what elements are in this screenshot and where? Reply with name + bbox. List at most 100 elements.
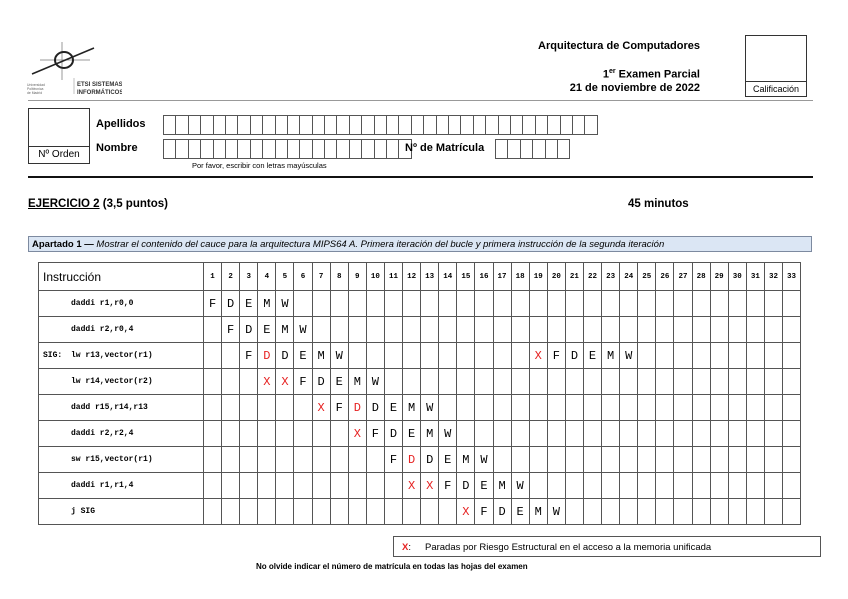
stage-cell[interactable]: D <box>564 342 584 369</box>
letter-box[interactable] <box>486 116 499 134</box>
stage-cell[interactable]: D <box>347 394 367 421</box>
stage-cell[interactable]: M <box>528 498 548 525</box>
letter-box[interactable] <box>523 116 536 134</box>
empty-cell[interactable] <box>637 446 657 473</box>
empty-cell[interactable] <box>745 394 765 421</box>
letter-box[interactable] <box>449 116 462 134</box>
letter-box[interactable] <box>300 116 313 134</box>
empty-cell[interactable] <box>601 472 621 499</box>
stage-cell[interactable]: W <box>275 290 295 317</box>
letter-box[interactable] <box>424 116 437 134</box>
empty-cell[interactable] <box>474 290 494 317</box>
letter-box[interactable] <box>276 116 288 134</box>
empty-cell[interactable] <box>293 420 313 447</box>
empty-cell[interactable] <box>637 394 657 421</box>
stage-cell[interactable]: F <box>383 446 404 473</box>
empty-cell[interactable] <box>781 420 802 447</box>
empty-cell[interactable] <box>329 472 349 499</box>
empty-cell[interactable] <box>564 498 584 525</box>
stage-cell[interactable]: X <box>456 498 476 525</box>
stage-cell[interactable]: W <box>510 472 530 499</box>
empty-cell[interactable] <box>763 394 784 421</box>
empty-cell[interactable] <box>637 290 657 317</box>
empty-cell[interactable] <box>311 316 331 343</box>
empty-cell[interactable] <box>420 316 440 343</box>
empty-cell[interactable] <box>781 290 802 317</box>
empty-cell[interactable] <box>727 472 747 499</box>
stage-cell[interactable]: E <box>510 498 530 525</box>
empty-cell[interactable] <box>383 368 404 395</box>
letter-box[interactable] <box>325 116 338 134</box>
empty-cell[interactable] <box>619 472 639 499</box>
empty-cell[interactable] <box>655 420 675 447</box>
empty-cell[interactable] <box>781 394 802 421</box>
empty-cell[interactable] <box>275 420 295 447</box>
empty-cell[interactable] <box>546 472 566 499</box>
empty-cell[interactable] <box>420 290 440 317</box>
empty-cell[interactable] <box>582 368 603 395</box>
empty-cell[interactable] <box>691 290 711 317</box>
letter-box[interactable] <box>263 140 276 158</box>
stage-cell[interactable]: X <box>311 394 331 421</box>
stage-cell[interactable]: D <box>311 368 331 395</box>
empty-cell[interactable] <box>528 472 548 499</box>
empty-cell[interactable] <box>673 316 693 343</box>
stage-cell[interactable]: F <box>474 498 494 525</box>
stage-cell[interactable]: M <box>402 394 422 421</box>
empty-cell[interactable] <box>637 368 657 395</box>
stage-cell[interactable]: W <box>546 498 566 525</box>
letter-box[interactable] <box>251 140 264 158</box>
empty-cell[interactable] <box>402 290 422 317</box>
empty-cell[interactable] <box>727 420 747 447</box>
empty-cell[interactable] <box>673 420 693 447</box>
stage-cell[interactable]: M <box>257 290 277 317</box>
empty-cell[interactable] <box>637 472 657 499</box>
empty-cell[interactable] <box>329 290 349 317</box>
empty-cell[interactable] <box>727 394 747 421</box>
empty-cell[interactable] <box>257 472 277 499</box>
empty-cell[interactable] <box>709 342 729 369</box>
empty-cell[interactable] <box>619 446 639 473</box>
letter-box[interactable] <box>251 116 264 134</box>
stage-cell[interactable]: F <box>202 290 223 317</box>
empty-cell[interactable] <box>202 394 223 421</box>
stage-cell[interactable]: X <box>402 472 422 499</box>
letter-box[interactable] <box>201 116 214 134</box>
empty-cell[interactable] <box>619 420 639 447</box>
empty-cell[interactable] <box>365 316 385 343</box>
empty-cell[interactable] <box>655 342 675 369</box>
empty-cell[interactable] <box>365 498 385 525</box>
empty-cell[interactable] <box>510 420 530 447</box>
name-field[interactable] <box>163 139 412 159</box>
empty-cell[interactable] <box>202 498 223 525</box>
stage-cell[interactable]: W <box>438 420 458 447</box>
empty-cell[interactable] <box>438 368 458 395</box>
empty-cell[interactable] <box>402 342 422 369</box>
empty-cell[interactable] <box>456 290 476 317</box>
empty-cell[interactable] <box>546 316 566 343</box>
empty-cell[interactable] <box>239 472 259 499</box>
empty-cell[interactable] <box>528 316 548 343</box>
empty-cell[interactable] <box>745 342 765 369</box>
empty-cell[interactable] <box>347 472 367 499</box>
empty-cell[interactable] <box>673 472 693 499</box>
empty-cell[interactable] <box>619 368 639 395</box>
letter-box[interactable] <box>350 140 363 158</box>
letter-box[interactable] <box>387 116 400 134</box>
stage-cell[interactable]: D <box>456 472 476 499</box>
stage-cell[interactable]: W <box>474 446 494 473</box>
empty-cell[interactable] <box>239 446 259 473</box>
empty-cell[interactable] <box>293 446 313 473</box>
empty-cell[interactable] <box>601 316 621 343</box>
empty-cell[interactable] <box>619 498 639 525</box>
stage-cell[interactable]: W <box>365 368 385 395</box>
letter-box[interactable] <box>387 140 400 158</box>
empty-cell[interactable] <box>582 472 603 499</box>
letter-box[interactable] <box>561 116 573 134</box>
empty-cell[interactable] <box>202 446 223 473</box>
stage-cell[interactable]: X <box>420 472 440 499</box>
empty-cell[interactable] <box>582 498 603 525</box>
empty-cell[interactable] <box>528 446 548 473</box>
letter-box[interactable] <box>288 140 301 158</box>
empty-cell[interactable] <box>383 316 404 343</box>
